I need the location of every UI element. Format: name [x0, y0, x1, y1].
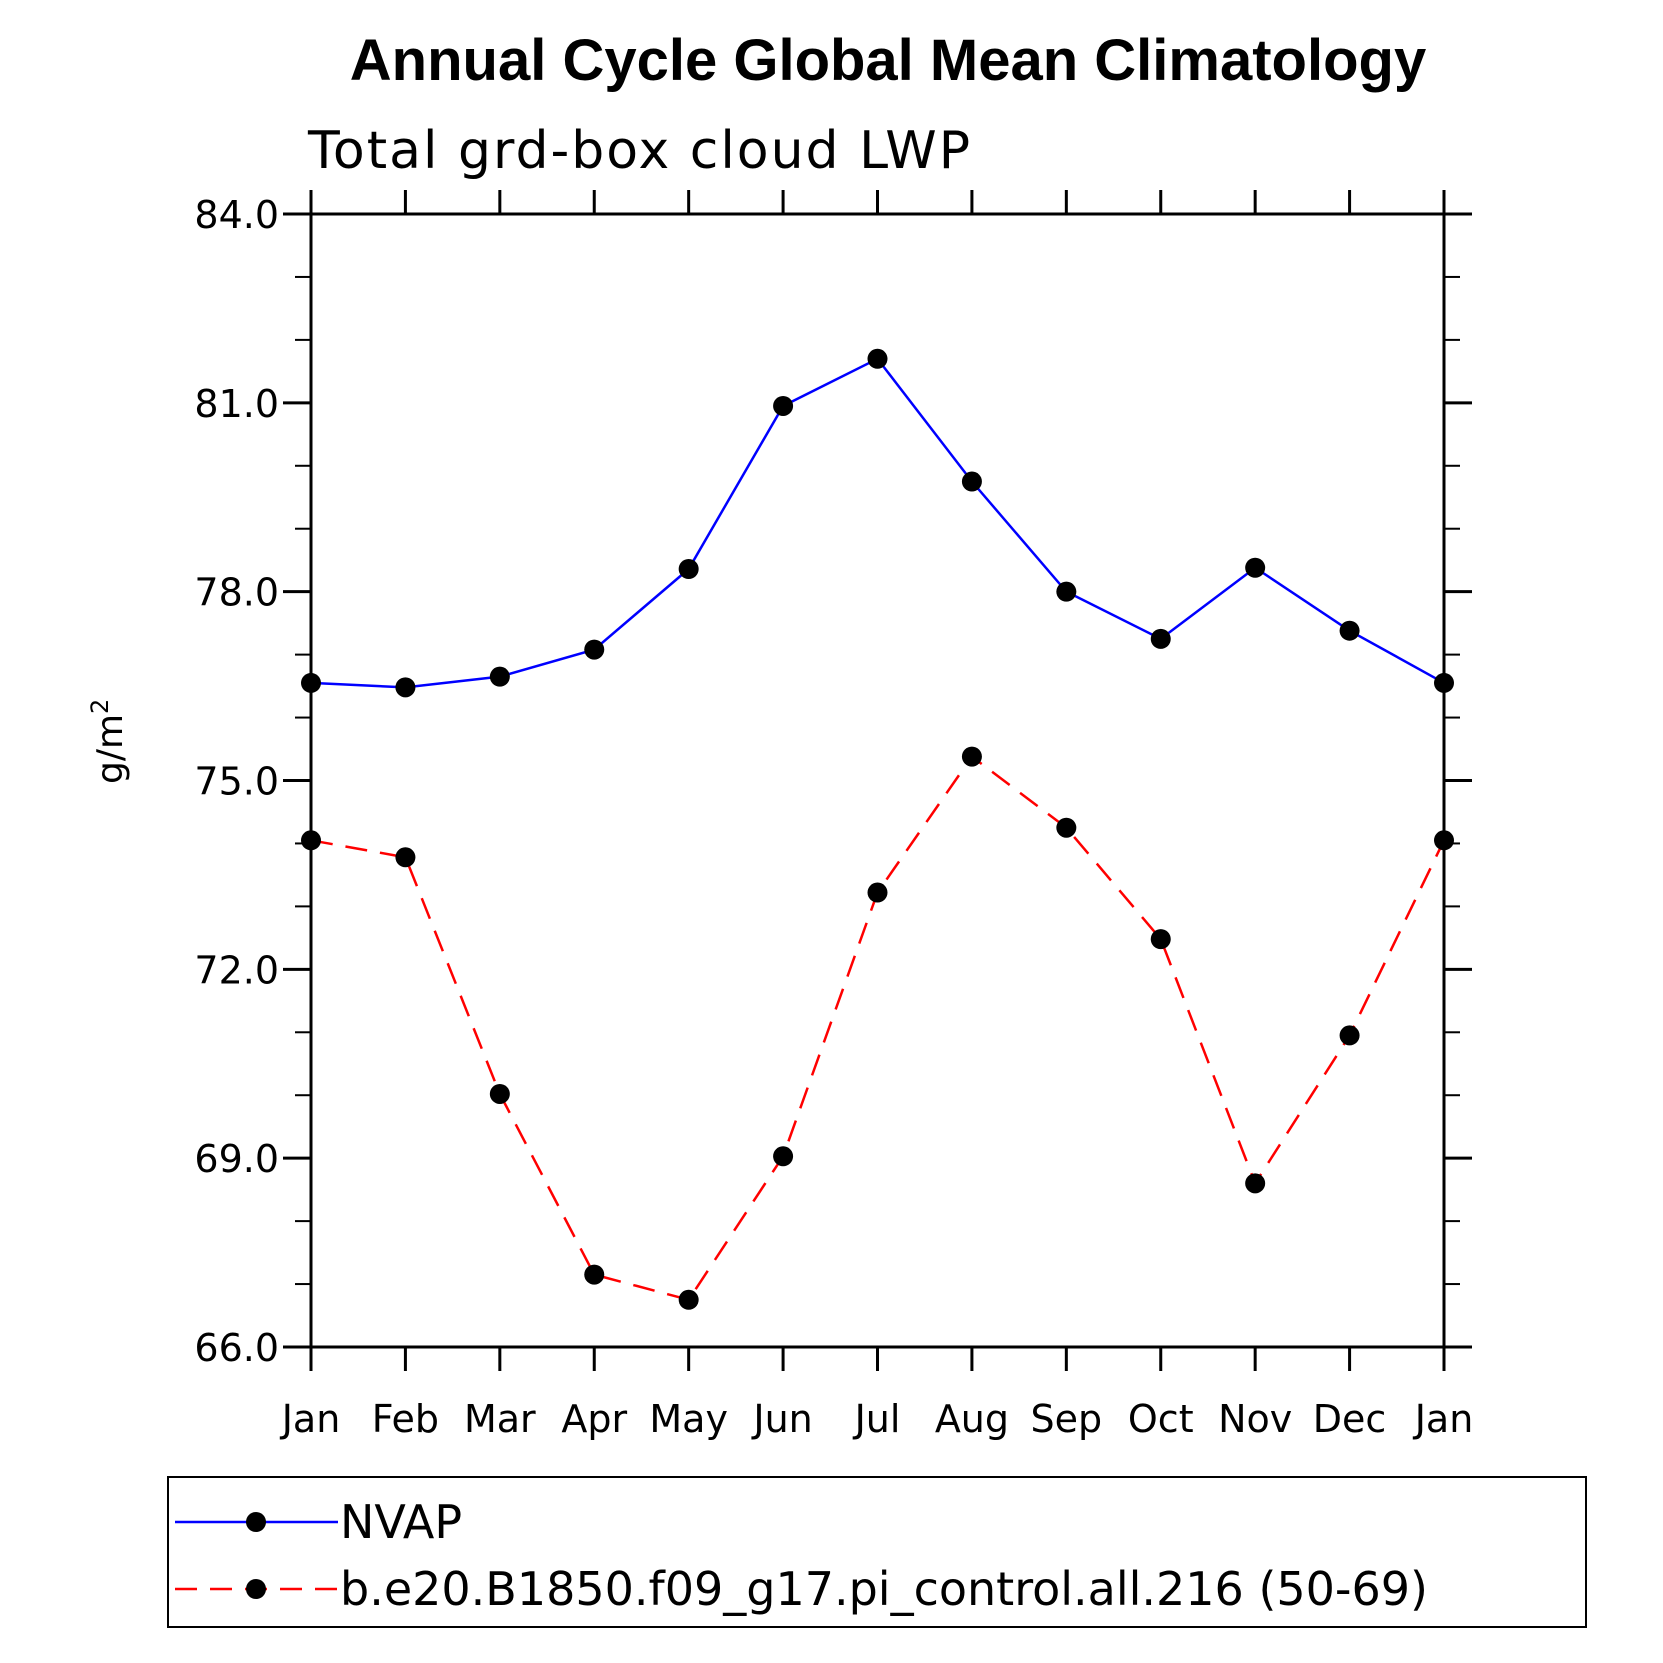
x-tick-label: Nov	[1218, 1397, 1292, 1441]
data-point	[678, 559, 699, 580]
axis-ticks: Jan Feb Mar Apr May Jun Jul Aug Sep Oct Nov Dec Jan6…	[194, 190, 1473, 1441]
series-2	[301, 746, 1454, 1310]
x-tick-label: Jan	[1413, 1397, 1474, 1441]
data-point	[584, 1264, 605, 1285]
y-axis-label-superscript: 2	[86, 699, 114, 714]
y-tick-label: 66.0	[194, 1326, 279, 1370]
legend-swatch-marker	[246, 1512, 266, 1532]
x-tick-label: Sep	[1031, 1397, 1103, 1441]
x-tick-label: May	[649, 1397, 728, 1441]
data-point	[1339, 1025, 1360, 1046]
chart-title: Annual Cycle Global Mean Climatology	[350, 28, 1426, 93]
y-tick-label: 84.0	[194, 193, 279, 237]
data-point	[867, 882, 888, 903]
data-point	[961, 746, 982, 767]
chart-subtitle: Total grd-box cloud LWP	[307, 121, 972, 181]
data-point	[773, 395, 794, 416]
y-tick-label: 75.0	[194, 760, 279, 804]
data-point	[678, 1289, 699, 1310]
legend-box	[167, 1476, 1587, 1628]
data-point	[489, 666, 510, 687]
legend-label: b.e20.B1850.f09_g17.pi_control.all.216 (…	[340, 1562, 1428, 1616]
x-tick-label: Aug	[935, 1397, 1009, 1441]
data-point	[961, 471, 982, 492]
svg-text:g/m2: g/m2	[86, 699, 131, 784]
x-tick-label: Apr	[561, 1397, 627, 1441]
data-point	[395, 677, 416, 698]
data-point	[1056, 581, 1077, 602]
x-tick-label: Feb	[372, 1397, 439, 1441]
plot-frame	[309, 212, 1446, 1349]
data-point	[489, 1083, 510, 1104]
legend-label: NVAP	[340, 1495, 462, 1549]
legend-item: NVAP	[175, 1495, 462, 1549]
x-tick-label: Jul	[853, 1397, 901, 1441]
y-axis-label-text: g/m	[90, 714, 131, 784]
y-tick-label: 69.0	[194, 1137, 279, 1181]
legend-item: b.e20.B1850.f09_g17.pi_control.all.216 (…	[175, 1562, 1428, 1616]
data-point	[1339, 620, 1360, 641]
data-point	[1245, 1173, 1266, 1194]
y-tick-label: 81.0	[194, 382, 279, 426]
x-tick-label: Oct	[1128, 1397, 1194, 1441]
data-point	[584, 639, 605, 660]
data-point	[1150, 628, 1171, 649]
x-tick-label: Dec	[1313, 1397, 1387, 1441]
series-1	[301, 348, 1454, 698]
series-line	[310, 357, 1445, 689]
data-point	[1245, 557, 1266, 578]
legend: NVAP b.e20.B1850.f09_g17.pi_control.all.2…	[167, 1476, 1587, 1628]
legend-swatch-marker	[246, 1579, 266, 1599]
data-point	[773, 1146, 794, 1167]
y-tick-label: 72.0	[194, 948, 279, 992]
x-tick-label: Jan	[280, 1397, 341, 1441]
data-point	[1056, 817, 1077, 838]
y-tick-label: 78.0	[194, 571, 279, 615]
data-point	[1150, 929, 1171, 950]
data-point	[867, 348, 888, 369]
x-tick-label: Jun	[751, 1397, 812, 1441]
series-layer	[301, 348, 1454, 1310]
data-point	[395, 847, 416, 868]
series-line	[310, 754, 1446, 1302]
x-tick-label: Mar	[464, 1397, 536, 1441]
y-axis-label: g/m2	[86, 699, 131, 784]
